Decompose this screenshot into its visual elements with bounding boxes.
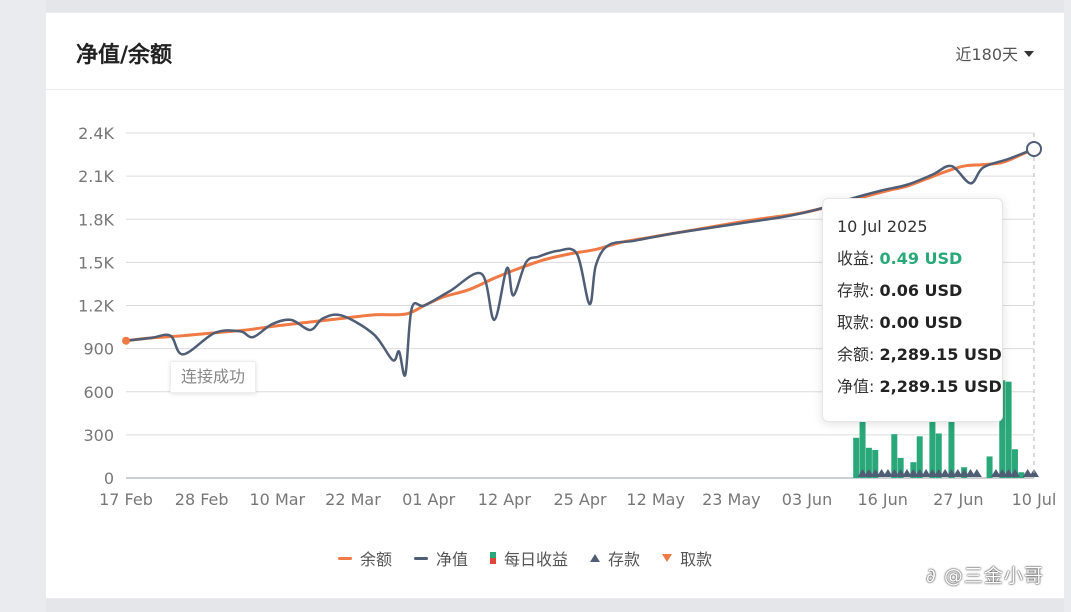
profit-bar	[1011, 449, 1018, 478]
deposit-marker	[857, 469, 868, 477]
y-tick-label: 1.8K	[78, 210, 114, 229]
x-tick-label: 23 May	[702, 490, 761, 509]
legend-item-deposit[interactable]: 存款	[590, 546, 640, 570]
profit-bar	[853, 437, 860, 478]
y-tick-label: 1.5K	[78, 253, 114, 272]
deposit-marker	[933, 469, 944, 477]
profit-bar	[986, 456, 993, 478]
deposit-marker	[921, 469, 932, 477]
profit-bar	[948, 367, 955, 478]
tooltip-date: 10 Jul 2025	[837, 217, 928, 236]
deposit-marker	[946, 469, 957, 477]
deposit-marker	[1022, 469, 1033, 477]
deposit-marker	[1009, 469, 1020, 477]
profit-bar	[1005, 381, 1012, 478]
deposit-triangle-icon	[590, 554, 601, 562]
profit-bar	[872, 449, 879, 478]
legend-label-balance: 余额	[360, 550, 393, 569]
equity-series-line	[125, 147, 1035, 377]
withdraw-triangle-icon	[662, 554, 673, 562]
deposit-marker	[940, 469, 951, 477]
legend-label-withdraw: 取款	[680, 550, 713, 569]
y-tick-label: 600	[83, 383, 114, 402]
deposit-marker	[971, 469, 982, 477]
equity-line-icon	[414, 556, 429, 560]
deposit-marker	[959, 469, 970, 477]
deposit-marker	[895, 469, 906, 477]
x-tick-label: 25 Apr	[553, 490, 607, 509]
deposit-marker	[876, 469, 887, 477]
tooltip-row-balance: 余额: 2,289.15 USD	[837, 345, 1002, 364]
y-tick-label: 2.4K	[78, 124, 114, 143]
x-tick-label: 17 Feb	[99, 490, 153, 509]
profit-bar	[935, 433, 942, 478]
deposit-marker	[927, 469, 938, 477]
bottom-band	[46, 599, 1064, 612]
profit-bar	[859, 368, 866, 478]
legend-item-daily-profit[interactable]: 每日收益	[490, 546, 568, 570]
profit-bar	[891, 434, 898, 478]
x-tick-label: 03 Jun	[782, 490, 832, 509]
balance-start-point	[122, 336, 130, 345]
deposit-marker	[1003, 469, 1014, 477]
legend-item-withdraw[interactable]: 取款	[662, 546, 712, 570]
y-tick-label: 2.1K	[78, 167, 114, 186]
deposit-marker	[902, 469, 913, 477]
y-tick-label: 300	[83, 426, 114, 445]
chart-tooltip: 10 Jul 2025 收益: 0.49 USD 存款: 0.06 USD 取款…	[822, 198, 1003, 422]
legend-label-equity: 净值	[436, 550, 469, 569]
x-tick-label: 16 Jun	[857, 490, 907, 509]
profit-bar-icon	[490, 552, 497, 564]
deposit-marker	[908, 469, 919, 477]
tooltip-row-profit: 收益: 0.49 USD	[837, 249, 963, 268]
deposit-marker	[863, 469, 874, 477]
tooltip-row-equity: 净值: 2,289.15 USD	[837, 377, 1002, 396]
tooltip-row-deposit: 存款: 0.06 USD	[837, 281, 963, 300]
deposit-marker	[882, 469, 893, 477]
connection-toast: 连接成功	[170, 361, 256, 393]
x-tick-label: 01 Apr	[402, 490, 456, 509]
deposit-marker	[997, 469, 1008, 477]
legend-item-equity[interactable]: 净值	[414, 546, 468, 570]
y-tick-label: 0	[104, 469, 114, 488]
profit-bar	[897, 457, 904, 478]
card-title: 净值/余额	[76, 43, 173, 68]
caret-down-icon	[1024, 51, 1034, 57]
x-tick-label: 12 Apr	[478, 490, 532, 509]
profit-bar	[916, 436, 923, 478]
y-tick-label: 1.2K	[78, 297, 114, 316]
x-tick-label: 27 Jun	[933, 490, 983, 509]
x-tick-label: 10 Jul	[1012, 490, 1057, 509]
x-tick-label: 28 Feb	[175, 490, 229, 509]
profit-bar	[999, 380, 1006, 478]
watermark: ∂ @三金小哥	[926, 565, 1044, 587]
deposit-marker	[870, 469, 881, 477]
equity-balance-chart[interactable]: 0 300 600 900 1.2K 1.5K 1.8K 2.1K 2.4K 17 Feb 28 F…	[46, 13, 1064, 598]
profit-bar	[865, 447, 872, 478]
deposit-marker	[889, 469, 900, 477]
y-tick-label: 900	[83, 340, 114, 359]
tooltip-row-withdraw: 取款: 0.00 USD	[837, 313, 963, 332]
x-tick-label: 10 Mar	[250, 490, 306, 509]
chart-legend: 余额 净值 每日收益 存款 取款	[338, 546, 712, 570]
x-tick-label: 22 Mar	[325, 490, 381, 509]
range-select-label: 近180天	[955, 45, 1018, 64]
deposit-marker	[952, 469, 963, 477]
top-band	[46, 0, 1064, 12]
chart-card: 净值/余额 近180天 0 300 600 900 1.2K 1.5K 1.8K 2.1K 2.…	[46, 13, 1064, 598]
range-select[interactable]: 近180天	[955, 41, 1034, 65]
deposit-marker	[965, 469, 976, 477]
balance-line-icon	[338, 556, 352, 560]
legend-label-daily-profit: 每日收益	[504, 550, 569, 569]
hover-point	[1026, 140, 1042, 157]
legend-label-deposit: 存款	[608, 550, 641, 569]
legend-item-balance[interactable]: 余额	[338, 546, 392, 570]
profit-bar	[929, 368, 936, 478]
card-header: 净值/余额 近180天	[46, 13, 1064, 90]
x-tick-label: 12 May	[626, 490, 685, 509]
deposit-marker	[914, 469, 925, 477]
profit-bar	[1018, 472, 1025, 478]
deposit-marker	[990, 469, 1001, 477]
